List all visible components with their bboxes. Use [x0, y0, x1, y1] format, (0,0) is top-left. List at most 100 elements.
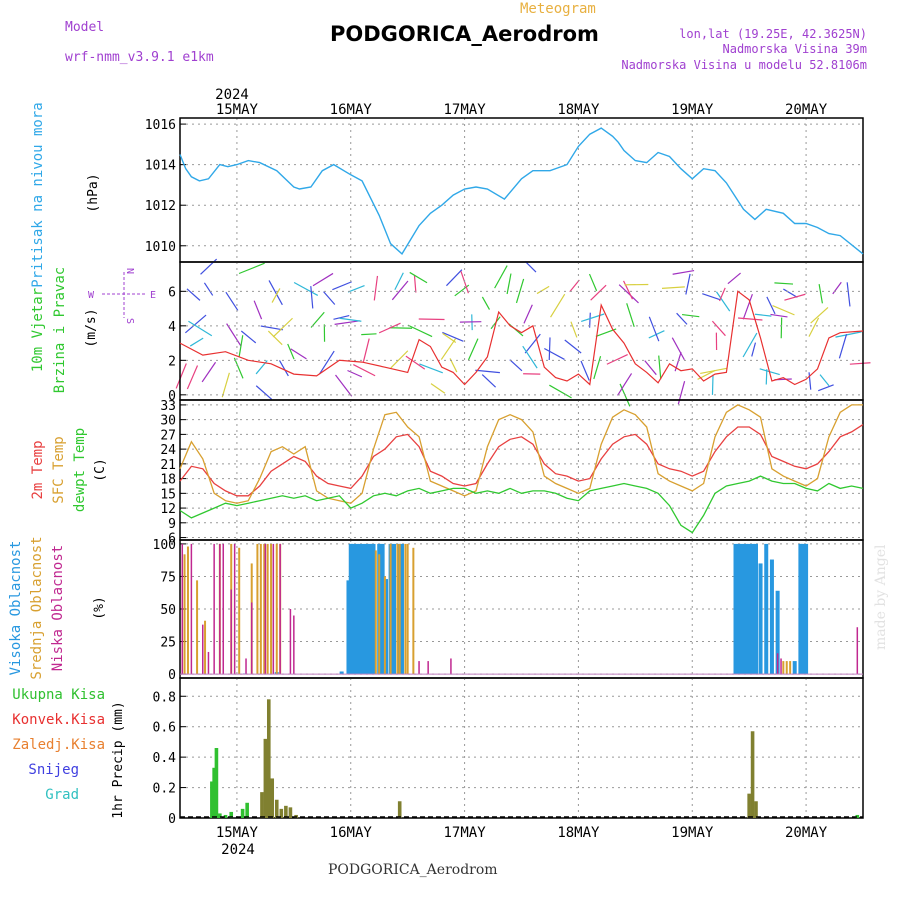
cloud-unit: (%)	[92, 596, 107, 619]
wind-barb	[467, 338, 479, 361]
wind-barb	[819, 374, 830, 387]
cloud-low-bar	[427, 661, 429, 675]
wind-barb	[318, 350, 335, 375]
bottom-day-label: 16MAY	[330, 825, 373, 841]
wind-barb	[544, 347, 565, 360]
wind-barb	[515, 278, 525, 304]
legend-convective: Konvek.Kisa	[12, 712, 105, 728]
cloud-mid-bar	[398, 543, 401, 675]
wind-barb	[506, 273, 512, 295]
cloud-high-bar	[798, 543, 803, 675]
top-day-label: 19MAY	[671, 102, 714, 118]
bottom-day-label: 20MAY	[785, 825, 828, 841]
y-tick-label: 0	[168, 668, 176, 683]
wind-barb	[835, 331, 862, 338]
wind-barb	[832, 281, 842, 295]
temp-2m-line	[179, 424, 864, 497]
wind-barb	[623, 280, 634, 300]
wind-barb	[362, 338, 370, 362]
precip-bar	[260, 792, 264, 818]
cloud-ylabel-1: Visoka Oblacnost	[8, 541, 24, 676]
cloud-high-bar	[804, 543, 809, 675]
wind-compass: W E N S	[88, 268, 156, 324]
wind-barb	[564, 339, 582, 354]
wind-barb	[766, 296, 776, 315]
wind-barb	[268, 280, 283, 306]
top-day-labels: 15MAY 16MAY 17MAY 18MAY 19MAY 20MAY	[216, 102, 828, 118]
pressure-line	[179, 127, 864, 255]
precip-bar	[284, 805, 288, 818]
wind-barb	[590, 284, 607, 301]
cloud-mid-bar	[782, 661, 785, 675]
cloud-mid-bar	[785, 661, 788, 675]
wind-barb	[658, 355, 662, 380]
y-tick-label: 12	[160, 502, 176, 517]
y-tick-label: 0.4	[153, 751, 177, 766]
cloud-low-bar	[207, 651, 210, 675]
cloud-high-bar	[740, 543, 745, 675]
wind-barb	[702, 293, 721, 301]
cloud-low-bar	[181, 543, 184, 675]
cloud-high-bar	[351, 543, 356, 675]
wind-barb	[570, 321, 578, 338]
wind-barb	[271, 288, 281, 303]
precip-ylabel: 1hr Precip (mm)	[111, 701, 126, 818]
wind-barb	[715, 291, 731, 312]
wind-barb	[569, 279, 580, 293]
wind-barb	[742, 293, 753, 320]
cloud-high-bar	[792, 661, 797, 675]
y-tick-label: 25	[160, 636, 176, 651]
y-tick-label: 6	[168, 285, 176, 300]
wind-barb	[238, 335, 244, 358]
cloud-mid-bar	[389, 543, 392, 675]
cloud-low-bar	[264, 543, 267, 675]
top-day-label: 18MAY	[557, 102, 600, 118]
bottom-year-label: 2024	[221, 842, 255, 858]
wind-barb	[774, 282, 794, 285]
wind-barb	[626, 303, 635, 328]
wind-barb	[783, 288, 798, 298]
y-tick-label: 27	[160, 428, 176, 443]
wind-barb	[238, 262, 265, 275]
wind-barb	[339, 317, 362, 322]
cloud-high-bar	[743, 543, 748, 675]
wind-barb	[838, 334, 848, 359]
y-tick-label: 4	[168, 320, 176, 335]
cloud-low-bar	[230, 589, 232, 675]
cloud-high-bar	[357, 543, 362, 675]
altitude-label: Nadmorska Visina 39m	[722, 42, 868, 56]
precip-bar	[270, 778, 275, 818]
model-name: wrf-nmm_v3.9.1 e1km	[65, 50, 214, 65]
cloud-mid-bar	[396, 543, 399, 675]
cloud-low-bar	[250, 602, 253, 675]
wind-barb	[373, 275, 379, 301]
wind-barb	[203, 282, 214, 296]
y-tick-label: 6	[168, 532, 176, 547]
wind-barb	[772, 305, 795, 316]
legend-hail: Grad	[45, 787, 79, 803]
precip-bar	[210, 781, 214, 818]
cloud-high-bar	[361, 543, 366, 675]
precip-bar	[263, 738, 268, 818]
cloud-high-bar	[380, 543, 385, 675]
wind-barb	[225, 291, 239, 311]
wind-barb	[407, 324, 433, 338]
wind-barb	[818, 384, 834, 392]
wind-barb	[808, 317, 820, 337]
wind-barb	[727, 272, 741, 285]
cloud-high-bar	[392, 543, 397, 675]
panel-frame	[179, 677, 864, 819]
wind-barb	[617, 373, 633, 396]
cloud-mid-bar	[256, 543, 259, 675]
wind-barb	[389, 327, 413, 329]
wind-barb	[186, 288, 201, 301]
cloud-high-bar	[384, 579, 389, 675]
wind-barb	[677, 381, 686, 405]
cloud-high-bar	[750, 543, 755, 675]
cloud-high-bar	[364, 543, 369, 675]
bottom-day-labels: 15MAY 16MAY 17MAY 18MAY 19MAY 20MAY	[216, 825, 828, 841]
cloud-mid-bar	[378, 554, 381, 675]
wind-barb	[310, 311, 325, 328]
wind-barb	[671, 337, 685, 361]
cloud-high-bar	[354, 543, 359, 675]
